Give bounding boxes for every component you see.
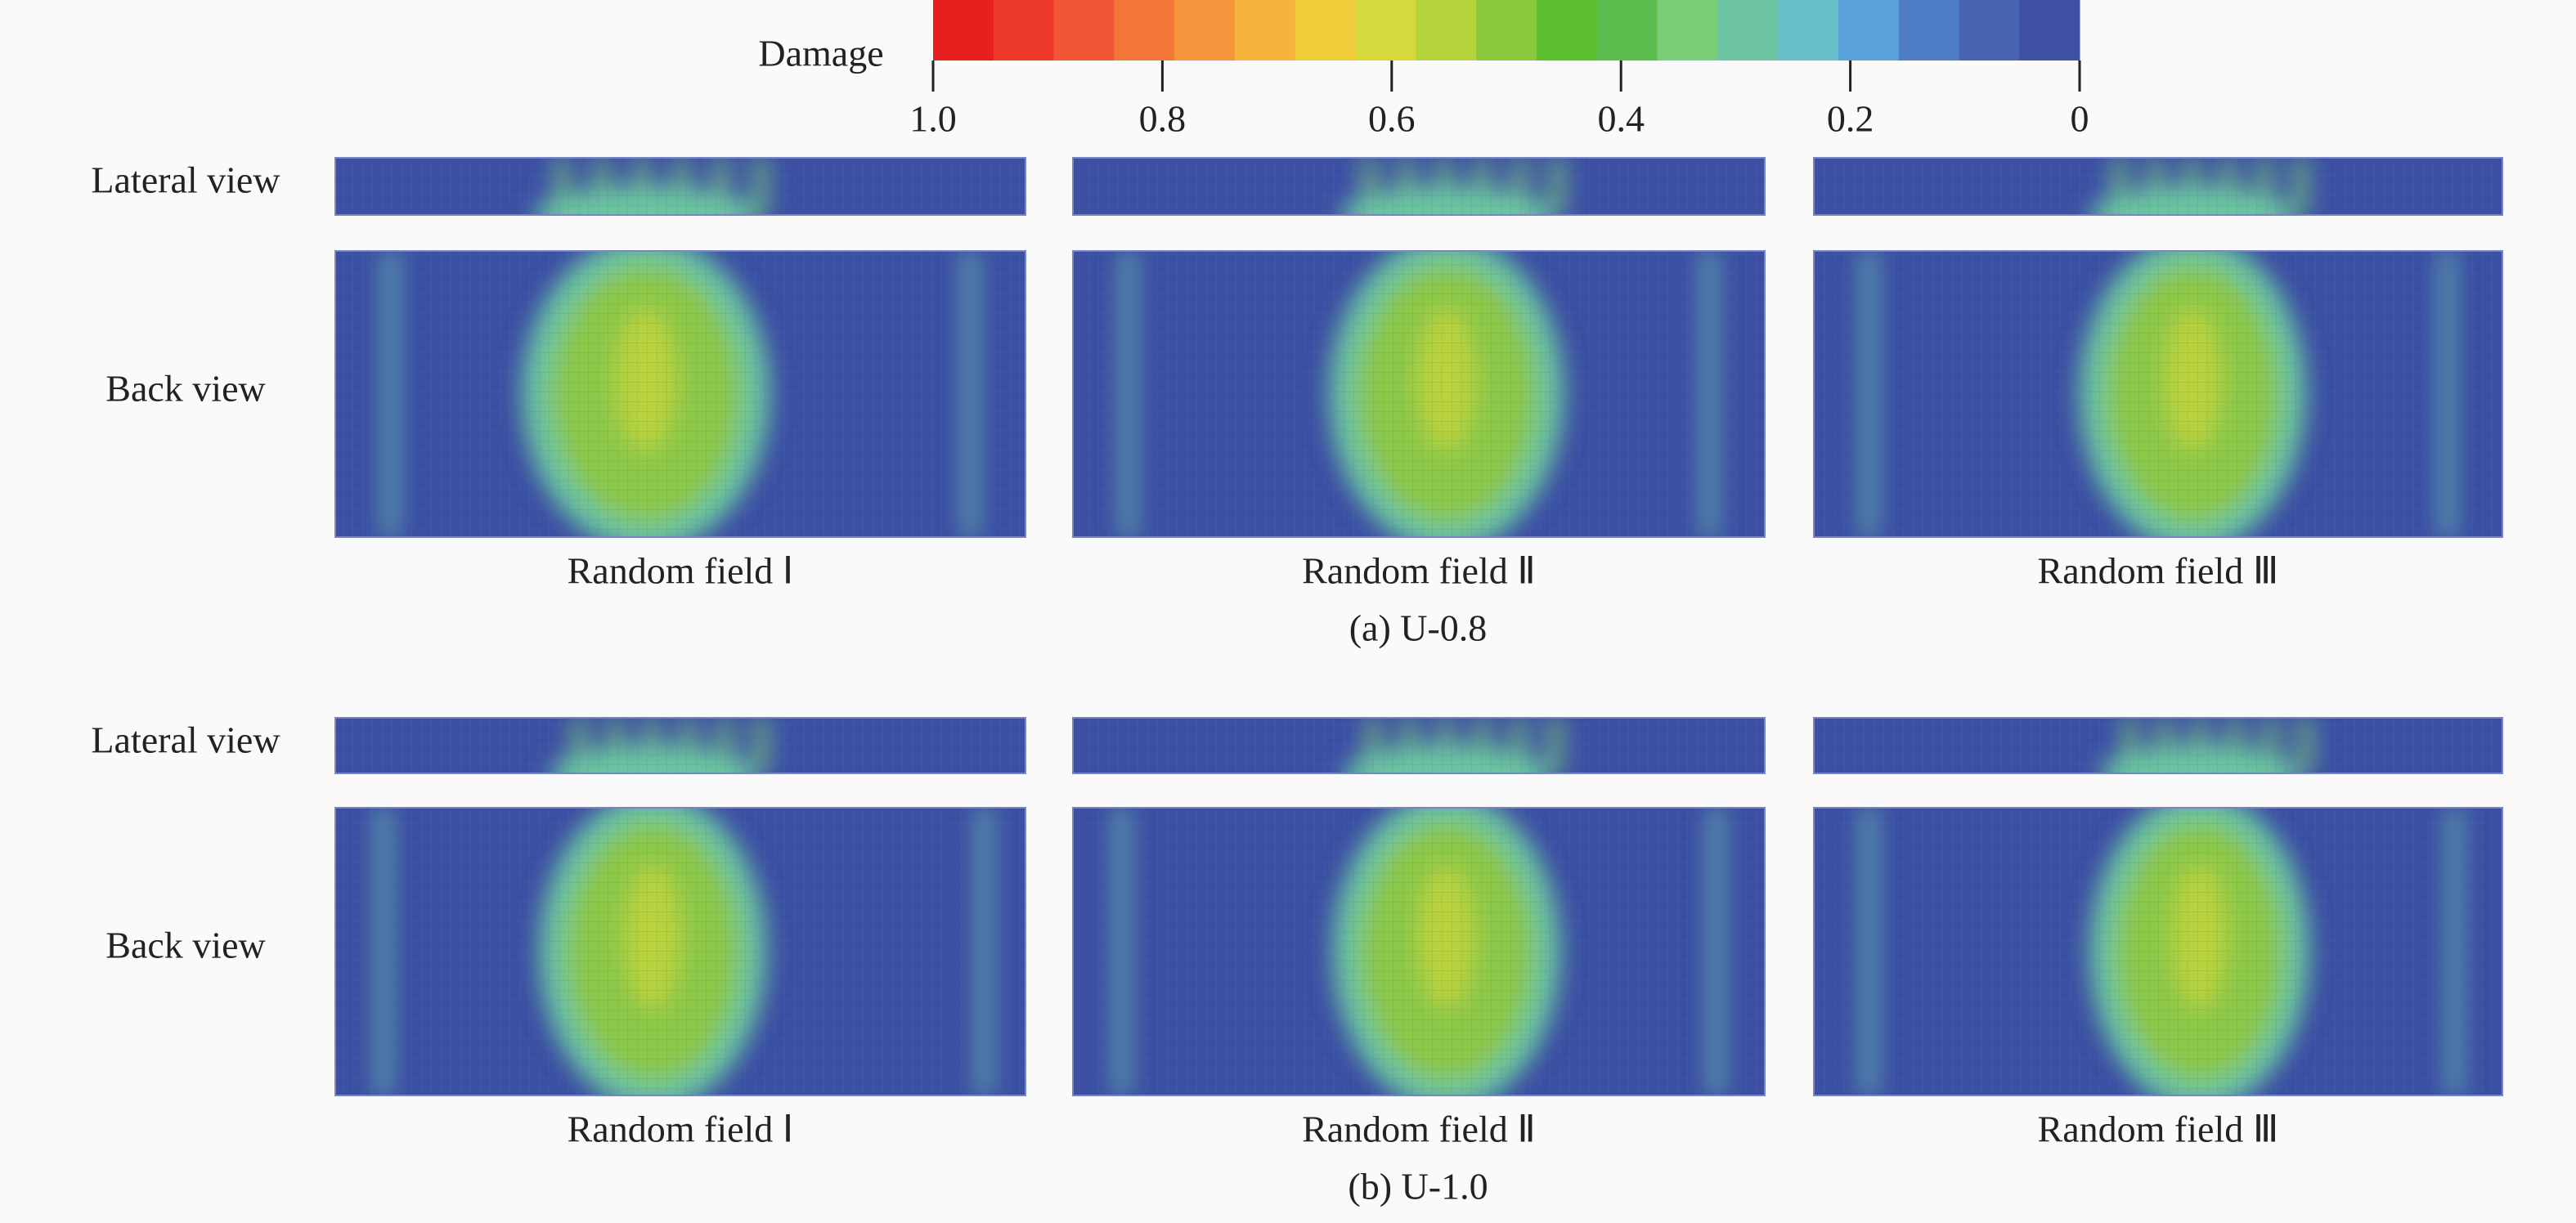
row-label: Lateral view [91,159,280,201]
mesh [335,808,1025,1095]
colorbar-tick-label: 1.0 [909,98,957,140]
colorbar-band [1536,0,1598,60]
plot-frame [334,250,1026,538]
plot-frame [1813,717,2503,774]
colorbar-tick-label: 0.4 [1597,98,1645,140]
colorbar-band [1898,0,1959,60]
plot-frame [1813,250,2503,538]
plot-frame [1072,250,1766,538]
mesh [335,718,1025,773]
damage-plot [334,717,1026,1096]
colorbar-band [1174,0,1236,60]
colorbar-band [1476,0,1537,60]
mesh [335,158,1025,215]
colorbar-band [933,0,994,60]
panels: Lateral view Back view (a) U-0.8 Random fie… [91,157,2503,1207]
colorbar-band [1959,0,2020,60]
caption: (a) U-0.8 [1349,607,1488,649]
colorbar-tick-label: 0.2 [1827,98,1874,140]
colorbar-band [1234,0,1296,60]
plot-frame [334,717,1026,774]
colorbar-band [1053,0,1115,60]
plot-frame [334,157,1026,216]
column-label: Random field Ⅰ [568,550,794,592]
colorbar-tick-label: 0 [2071,98,2089,140]
column-label: Random field Ⅰ [568,1109,794,1150]
plot-frame [1072,807,1766,1096]
colorbar-band [1657,0,1718,60]
colorbar-band [1596,0,1658,60]
column-label: Random field Ⅱ [1302,1109,1536,1150]
colorbar-band [2019,0,2080,60]
mesh [1814,718,2502,773]
damage-plot [334,157,1026,538]
plot-frame [1072,157,1766,216]
mesh [1814,251,2502,537]
row-label: Back view [105,368,266,410]
mesh [1814,158,2502,215]
plot-frame [1813,157,2503,216]
colorbar-tick-label: 0.8 [1139,98,1187,140]
column-label: Random field Ⅱ [1302,550,1536,592]
damage-plot [1813,157,2503,538]
column-label: Random field Ⅲ [2038,1109,2279,1150]
mesh [1073,718,1765,773]
mesh [1814,808,2502,1095]
plot-frame [1072,717,1766,774]
colorbar: 1.0 0.8 0.6 0.4 0.2 0 [909,0,2089,140]
mesh [1073,808,1765,1095]
colorbar-label: Damage [758,33,883,74]
column-label: Random field Ⅲ [2038,550,2279,592]
row-label: Back view [105,925,266,966]
damage-plot [1072,717,1766,1096]
colorbar-band [1838,0,1900,60]
mesh [335,251,1025,537]
row-label: Lateral view [91,719,280,761]
colorbar-band [1114,0,1175,60]
damage-plot [1813,717,2503,1096]
colorbar-band [1295,0,1357,60]
damage-plot [1072,157,1766,538]
plot-frame [1813,807,2503,1096]
caption: (b) U-1.0 [1348,1166,1488,1207]
colorbar-band [1416,0,1477,60]
colorbar-band [1717,0,1779,60]
colorbar-band [1778,0,1839,60]
mesh [1073,251,1765,537]
colorbar-band [993,0,1055,60]
plot-frame [334,807,1026,1096]
colorbar-tick-label: 0.6 [1368,98,1416,140]
colorbar-band [1355,0,1416,60]
mesh [1073,158,1765,215]
